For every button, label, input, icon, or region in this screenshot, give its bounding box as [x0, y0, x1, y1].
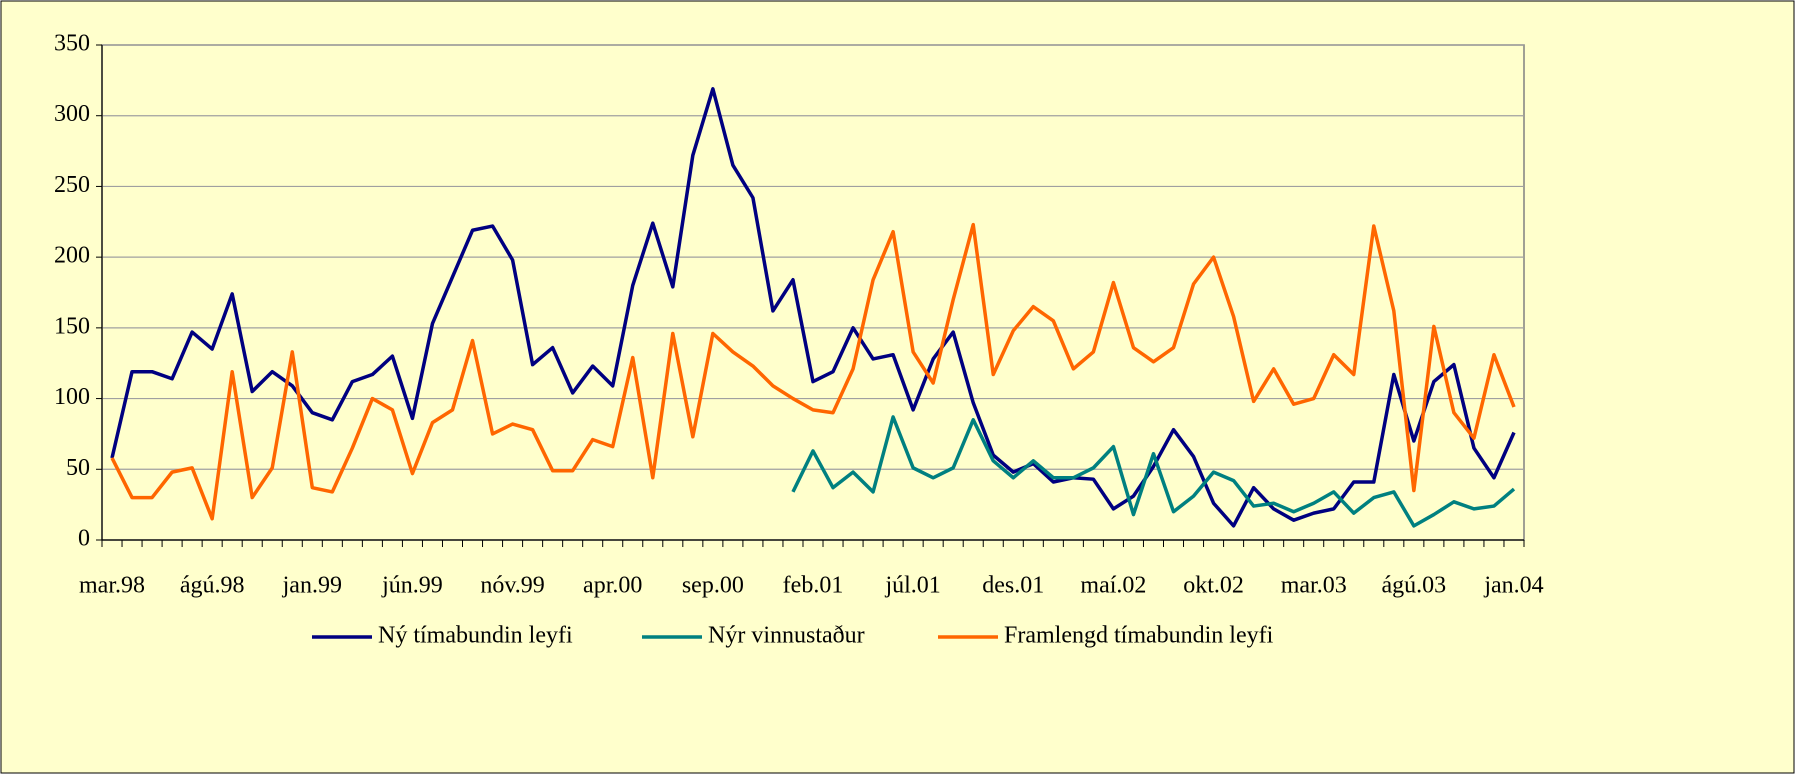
legend-label: Framlengd tímabundin leyfi — [1004, 623, 1274, 649]
legend-label: Ný tímabundin leyfi — [378, 623, 573, 649]
x-tick-label: feb.01 — [783, 573, 844, 599]
legend-label: Nýr vinnustaður — [708, 623, 865, 649]
series-line — [110, 87, 1516, 528]
plot-area — [101, 44, 1525, 541]
x-tick-label: jún.99 — [381, 573, 443, 599]
y-tick-label: 150 — [54, 313, 90, 339]
x-tick-label: apr.00 — [583, 573, 642, 599]
x-tick-label: mar.03 — [1281, 573, 1347, 599]
y-tick-label: 0 — [78, 526, 90, 552]
x-tick-label: ágú.03 — [1382, 573, 1447, 599]
x-tick-label: jan.99 — [282, 573, 342, 599]
series-line — [110, 222, 1516, 521]
y-tick-label: 350 — [54, 31, 90, 57]
x-tick-label: jan.04 — [1483, 573, 1543, 599]
x-tick-label: mar.98 — [79, 573, 145, 599]
x-tick-label: okt.02 — [1183, 573, 1244, 599]
x-tick-label: maí.02 — [1080, 573, 1146, 599]
x-tick-label: júl.01 — [884, 573, 940, 599]
x-tick-label: sep.00 — [682, 573, 744, 599]
y-tick-label: 200 — [54, 243, 90, 269]
series-line — [791, 415, 1516, 528]
x-tick-label: des.01 — [982, 573, 1044, 599]
y-tick-label: 250 — [54, 172, 90, 198]
x-tick-label: ágú.98 — [180, 573, 245, 599]
y-tick-label: 300 — [54, 101, 90, 127]
x-tick-label: nóv.99 — [480, 573, 544, 599]
y-tick-label: 50 — [66, 455, 90, 481]
y-tick-label: 100 — [54, 384, 90, 410]
